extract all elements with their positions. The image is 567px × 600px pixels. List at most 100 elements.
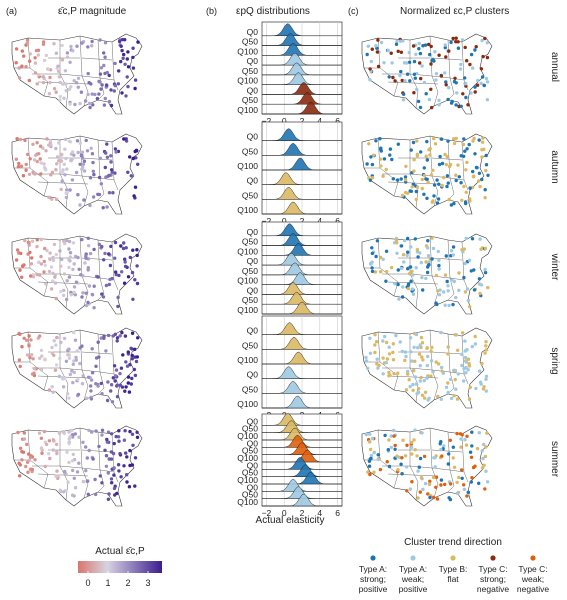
region-boundary (409, 173, 419, 209)
station-point (373, 270, 378, 274)
station-point (446, 289, 450, 293)
station-point (441, 175, 446, 180)
station-point (424, 92, 428, 96)
station-point (49, 265, 54, 269)
station-point (402, 92, 406, 97)
station-point (396, 282, 400, 287)
station-point (466, 298, 471, 303)
station-point (386, 48, 390, 53)
station-point (373, 333, 377, 337)
station-point (94, 382, 98, 386)
station-point (411, 292, 416, 296)
station-point (417, 387, 421, 391)
density-ridge (261, 337, 343, 350)
station-point (426, 354, 430, 359)
density-ridge (262, 201, 342, 215)
station-point (446, 381, 450, 385)
station-point (397, 297, 401, 301)
station-point (425, 270, 430, 275)
station-point (107, 282, 112, 287)
station-point (396, 371, 400, 375)
station-point (464, 443, 469, 447)
station-point (107, 191, 112, 195)
station-point (107, 252, 111, 256)
station-point (460, 198, 464, 202)
station-point (39, 254, 43, 259)
station-point (467, 362, 471, 366)
station-point (475, 166, 479, 170)
density-ridge (261, 442, 343, 455)
station-point (58, 356, 62, 361)
station-point (422, 396, 427, 400)
station-point (420, 275, 424, 280)
station-point (412, 91, 416, 95)
station-point (44, 282, 48, 286)
station-point (465, 494, 469, 498)
station-point (113, 61, 117, 66)
station-point (420, 393, 425, 397)
station-point (368, 336, 372, 340)
station-point (482, 463, 486, 467)
density-ridge (261, 282, 343, 295)
station-point (463, 261, 467, 266)
station-point (60, 58, 65, 62)
region-boundary (379, 167, 399, 197)
station-point (74, 358, 79, 362)
region-boundary (431, 369, 439, 401)
station-point (403, 358, 407, 363)
station-point (439, 330, 443, 335)
station-point (44, 149, 48, 153)
x-tick-label: 2 (300, 508, 305, 518)
station-point (474, 45, 478, 49)
station-point (410, 480, 414, 484)
station-point (401, 285, 405, 289)
station-point (468, 385, 472, 389)
density-ridge (261, 413, 343, 426)
station-point (60, 179, 64, 183)
station-point (76, 377, 80, 382)
quantile-label: Q50 (242, 490, 258, 500)
station-point (410, 359, 414, 363)
station-point (460, 248, 464, 252)
station-point (415, 185, 420, 189)
station-point (480, 155, 484, 159)
station-point (63, 376, 67, 381)
station-point (454, 136, 458, 141)
station-point (126, 50, 130, 54)
station-point (113, 171, 117, 175)
station-point (81, 162, 86, 166)
station-point (133, 484, 137, 488)
station-point (135, 264, 139, 268)
region-boundary (379, 67, 399, 97)
station-point (92, 306, 96, 310)
station-point (55, 335, 59, 340)
station-point (470, 476, 474, 480)
station-point (452, 279, 456, 284)
station-point (417, 47, 421, 51)
station-point (123, 334, 128, 338)
station-point (28, 455, 33, 459)
station-point (90, 293, 95, 297)
station-point (452, 465, 457, 469)
station-point (39, 348, 44, 353)
station-point (75, 139, 80, 143)
station-point (81, 291, 85, 295)
station-point (98, 474, 103, 478)
station-point (117, 469, 121, 473)
station-point (90, 44, 94, 48)
station-point (76, 255, 80, 260)
station-point (481, 54, 485, 59)
station-point (35, 141, 39, 145)
station-point (106, 380, 110, 384)
station-point (116, 304, 120, 309)
station-point (135, 248, 139, 252)
station-point (105, 398, 110, 403)
station-point (404, 354, 408, 359)
station-point (454, 103, 458, 107)
station-point (420, 177, 424, 182)
station-point (39, 368, 44, 372)
region-boundary (37, 473, 89, 477)
station-point (79, 153, 84, 158)
